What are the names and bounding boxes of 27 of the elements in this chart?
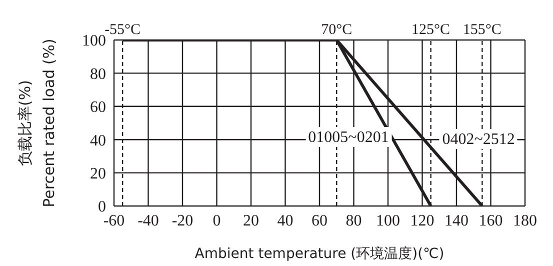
ref-line-label: 155°C	[462, 22, 502, 38]
x-tick-label: -20	[172, 212, 194, 230]
x-tick-label: -40	[138, 212, 159, 230]
x-tick-label: 80	[346, 212, 362, 230]
x-tick-label: 160	[478, 212, 503, 230]
x-tick-label: 40	[277, 212, 294, 230]
ref-line-label: 70°C	[321, 22, 352, 38]
x-tick-label: 60	[312, 212, 328, 230]
ref-line-label: 125°C	[412, 22, 450, 38]
y-tick-label: 100	[82, 32, 106, 50]
y-tick-label: 0	[98, 198, 106, 216]
x-tick-label: 100	[376, 212, 400, 230]
y-axis-title: 负载比率(%) Percent rated load (%)	[16, 38, 58, 208]
x-tick-label: -60	[103, 212, 125, 230]
series-label: 01005~0201	[308, 129, 389, 146]
series-label: 0402~2512	[442, 131, 515, 148]
ref-line-label: -55°C	[104, 22, 141, 38]
x-axis-title: Ambient temperature (环境温度)(℃)	[194, 246, 444, 262]
y-tick-label: 20	[90, 165, 106, 182]
x-tick-label: 0	[212, 212, 221, 230]
x-tick-label: 180	[513, 212, 537, 230]
y-tick-label: 40	[90, 132, 106, 150]
x-tick-label: 140	[444, 212, 468, 230]
x-tick-label: 20	[243, 212, 259, 230]
y-tick-label: 60	[90, 99, 106, 116]
y-tick-label: 80	[90, 66, 106, 83]
x-tick-label: 120	[410, 212, 434, 230]
